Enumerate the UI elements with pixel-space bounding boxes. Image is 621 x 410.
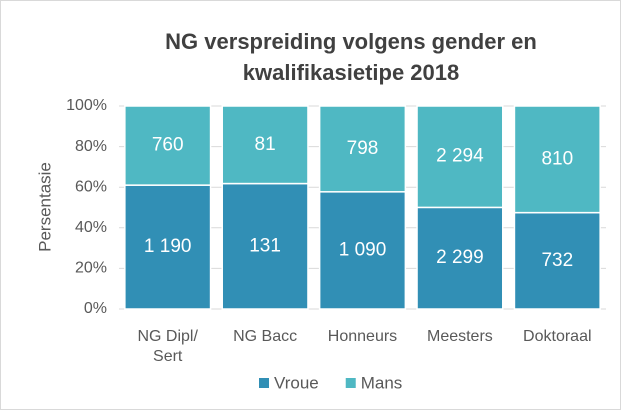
data-label: 1 090 (339, 239, 387, 260)
data-label: 1 190 (144, 236, 192, 257)
y-tick-label: 20% (75, 260, 107, 277)
x-tick-label: Meesters (426, 328, 493, 345)
bar-segment (318, 105, 407, 193)
bar-segment (221, 105, 309, 185)
legend-swatch (259, 378, 269, 388)
data-label: 798 (347, 138, 379, 159)
legend-swatch (345, 378, 356, 388)
data-label: 2 294 (436, 146, 484, 167)
y-tick-label: 60% (75, 178, 107, 195)
data-label: 732 (541, 250, 573, 271)
data-label: 131 (249, 235, 281, 256)
data-label: 2 299 (436, 247, 484, 268)
bar-segment (221, 182, 309, 310)
bar-segment (124, 105, 212, 186)
y-tick-label: 80% (75, 138, 107, 155)
x-tick-label: NG Dipl/ Sert (137, 328, 198, 365)
y-tick-label: 40% (75, 219, 107, 236)
bar-segment (416, 105, 504, 209)
bar-segment (513, 211, 601, 310)
chart-title: NG verspreiding volgens gender en kwalifi… (165, 29, 537, 85)
data-label: 760 (152, 135, 184, 156)
data-label: 81 (255, 134, 276, 155)
legend-label: Vroue (274, 373, 319, 392)
x-tick-label: NG Bacc (233, 328, 298, 345)
data-label: 810 (541, 148, 573, 169)
x-tick-label: Honneurs (327, 328, 398, 345)
bar-segment (513, 105, 601, 214)
bar-segment (318, 191, 407, 310)
y-tick-label: 100% (66, 97, 107, 114)
bar-segment (416, 206, 504, 310)
y-axis-title: Persentasie (35, 162, 54, 252)
bar-segment (124, 184, 212, 310)
x-tick-label: Doktoraal (523, 328, 592, 345)
legend-label: Mans (361, 373, 403, 392)
y-tick-label: 0% (84, 300, 107, 317)
